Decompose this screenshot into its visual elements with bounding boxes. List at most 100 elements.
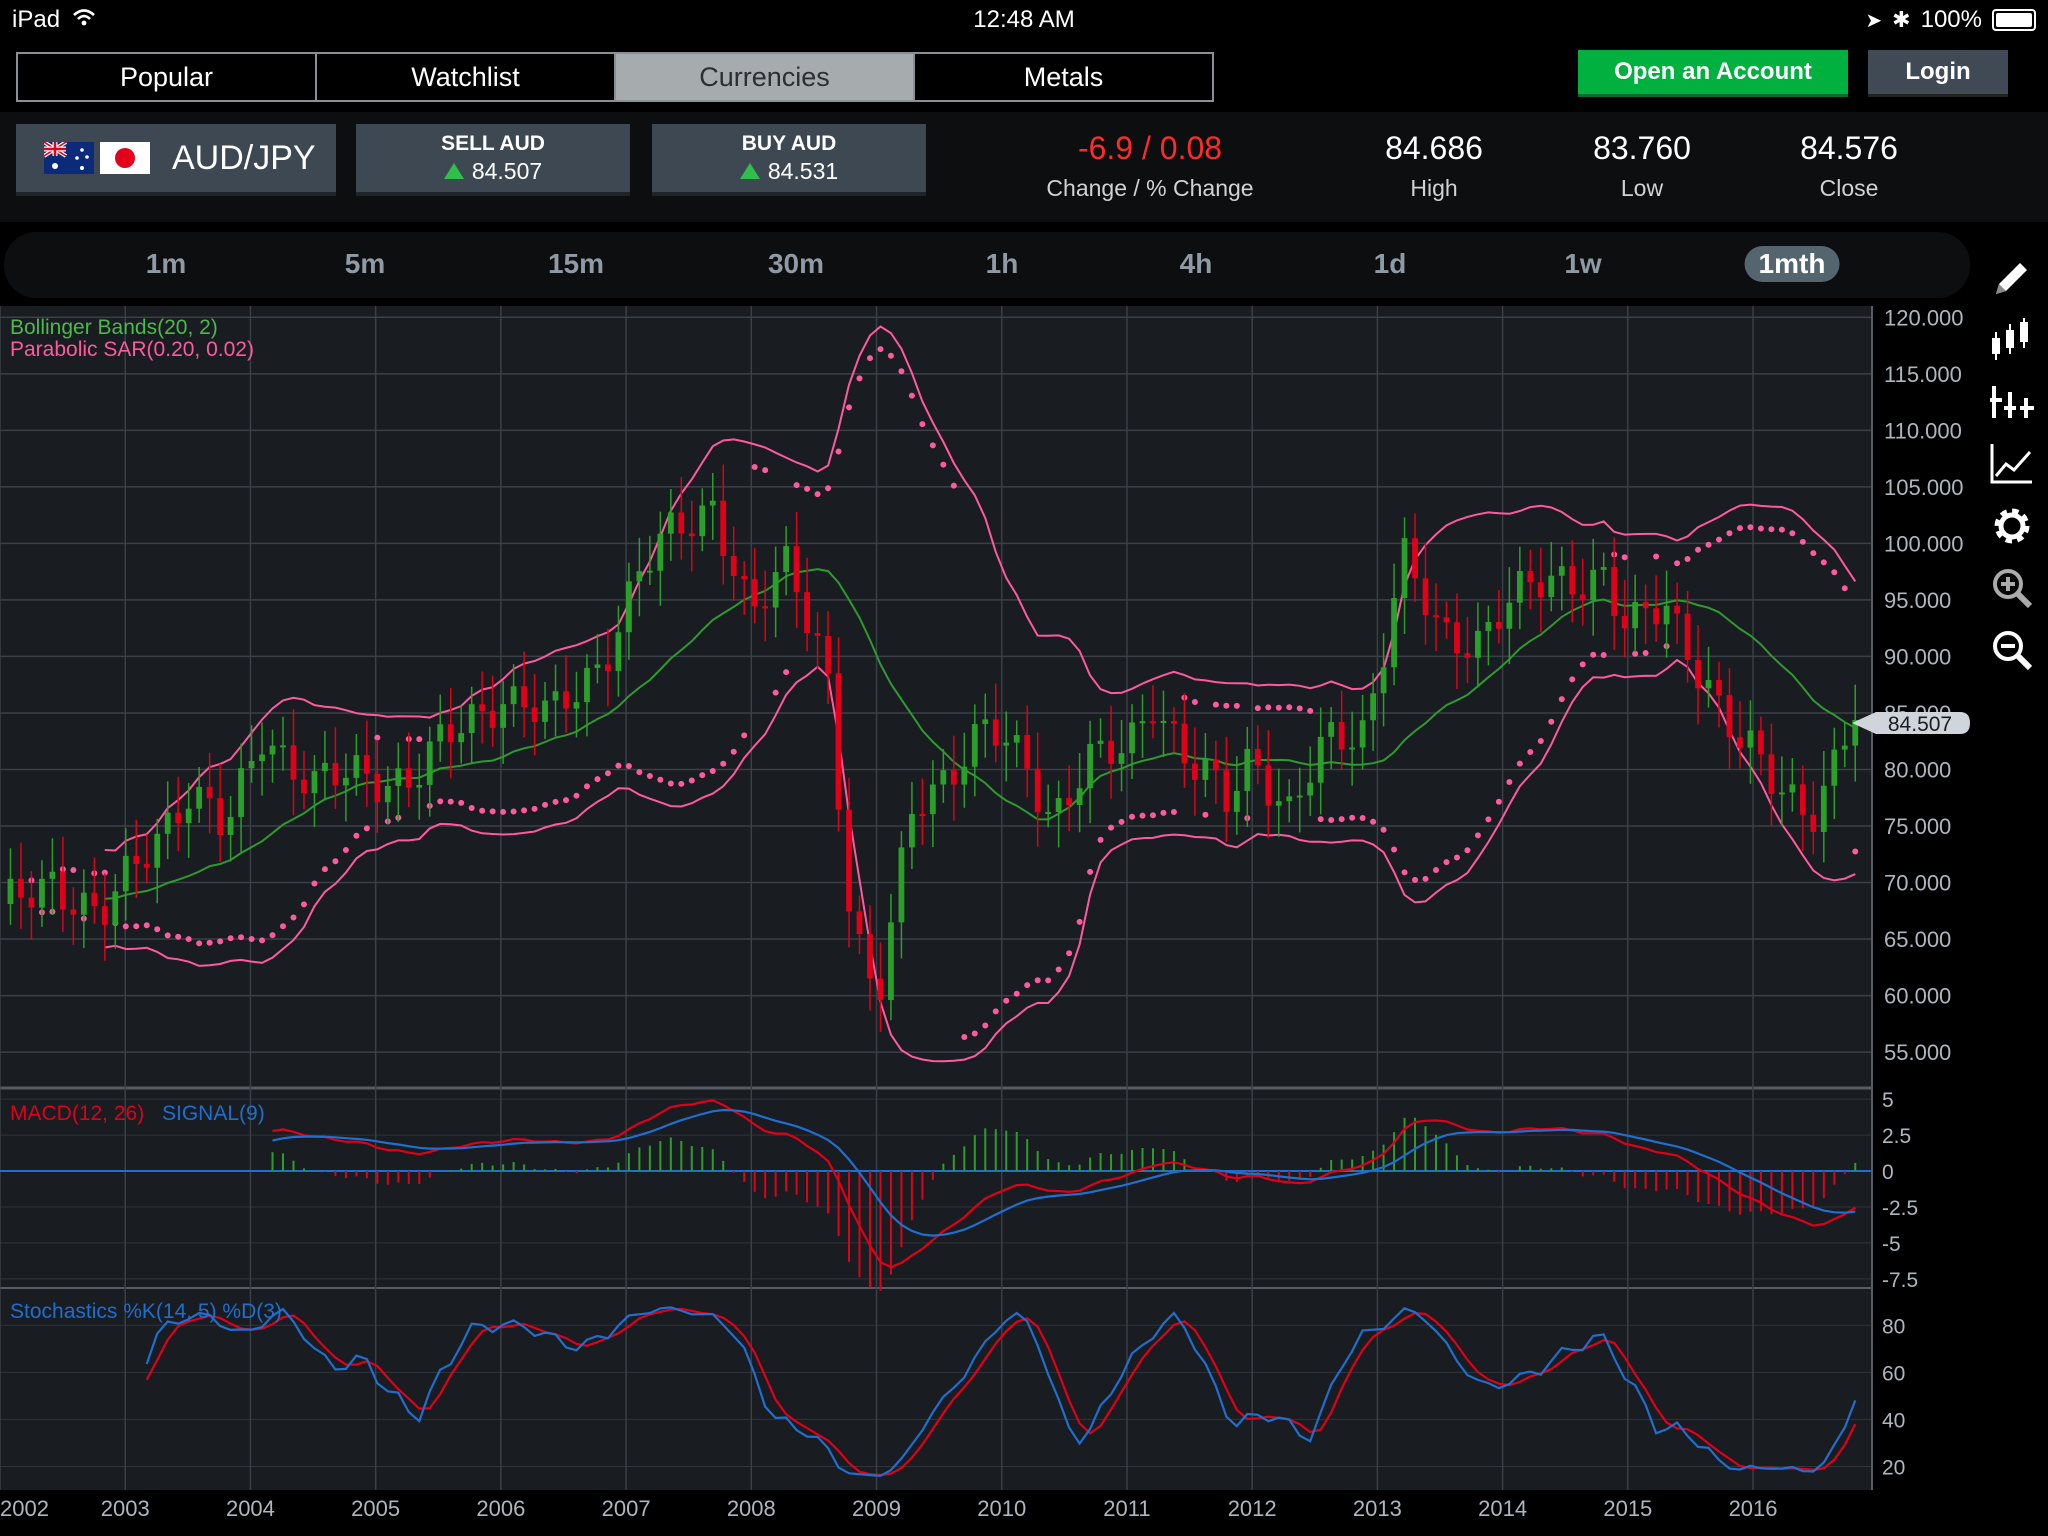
- sar-dot: [814, 491, 821, 498]
- zoom-out-icon[interactable]: [1986, 624, 2038, 676]
- buy-button[interactable]: BUY AUD 84.531: [652, 124, 926, 192]
- chart-background: [0, 306, 1872, 1490]
- sar-dot: [479, 807, 486, 814]
- candlestick-icon[interactable]: [1986, 314, 2038, 366]
- gear-icon[interactable]: [1986, 500, 2038, 552]
- sar-dot: [1621, 554, 1628, 561]
- sell-button[interactable]: SELL AUD 84.507: [356, 124, 630, 192]
- candle-body: [563, 691, 569, 709]
- candle-body: [1129, 722, 1135, 754]
- candle-body: [1464, 653, 1471, 658]
- tab-popular[interactable]: Popular: [18, 54, 317, 100]
- sar-dot: [500, 808, 507, 815]
- sar-dot: [1338, 816, 1345, 823]
- candle-body: [28, 897, 35, 908]
- zoom-in-icon[interactable]: [1986, 562, 2038, 614]
- wifi-icon: [72, 6, 96, 34]
- pair-selector[interactable]: AUD/JPY: [16, 124, 336, 192]
- candle-body: [751, 579, 758, 607]
- candle-body: [1433, 615, 1439, 618]
- sar-dot: [887, 352, 894, 359]
- price-tick-label: 105.000: [1884, 475, 1964, 500]
- close-value: 84.576: [1800, 130, 1898, 166]
- timeframe-1h[interactable]: 1h: [985, 248, 1019, 279]
- tab-watchlist[interactable]: Watchlist: [317, 54, 616, 100]
- bollinger-lower-band: [104, 658, 1856, 1063]
- timeframe-1d[interactable]: 1d: [1373, 248, 1407, 279]
- sar-dot: [1401, 869, 1408, 876]
- candle-body: [458, 733, 465, 743]
- tab-metals[interactable]: Metals: [915, 54, 1212, 100]
- timeframe-30m[interactable]: 30m: [767, 248, 825, 279]
- macd-tick-label: -2.5: [1882, 1197, 1918, 1220]
- candle-body: [1454, 622, 1460, 654]
- timeframe-15m[interactable]: 15m: [547, 248, 605, 279]
- high-stat: 84.686 High: [1334, 130, 1534, 202]
- sar-dot: [1359, 815, 1366, 822]
- year-label: 2010: [977, 1496, 1026, 1521]
- timeframe-1mth[interactable]: 1mth: [1744, 246, 1840, 282]
- line-chart-icon[interactable]: [1986, 438, 2038, 490]
- candle-body: [332, 762, 339, 786]
- timeframe-1w[interactable]: 1w: [1564, 248, 1602, 279]
- tab-currencies[interactable]: Currencies: [616, 54, 915, 100]
- year-label: 2016: [1729, 1496, 1778, 1521]
- candle-body: [479, 704, 486, 711]
- candle-body: [1674, 605, 1680, 614]
- sar-dot: [783, 669, 790, 676]
- candle-body: [825, 635, 831, 674]
- candle-body: [1799, 784, 1806, 815]
- candle-body: [1663, 605, 1670, 625]
- open-account-button[interactable]: Open an Account: [1578, 50, 1848, 94]
- sar-dot: [825, 485, 832, 492]
- sar-dot: [1590, 651, 1597, 658]
- sar-dot: [877, 346, 884, 353]
- stochastics-label: Stochastics %K(14, 5) %D(3): [10, 1300, 282, 1323]
- chart-grid: [0, 306, 1872, 1490]
- timeframe-1m[interactable]: 1m: [145, 248, 187, 279]
- candle-body: [227, 816, 234, 835]
- candle-body: [1737, 737, 1743, 748]
- pencil-icon[interactable]: [1986, 252, 2038, 304]
- candle-body: [164, 812, 171, 834]
- sar-dot: [678, 780, 685, 787]
- candle-body: [1789, 784, 1796, 793]
- sar-dot: [1191, 699, 1198, 706]
- sar-dot: [1653, 553, 1660, 560]
- candle-body: [175, 812, 182, 824]
- indicator-add-icon[interactable]: [1986, 376, 2038, 428]
- sar-dot: [416, 736, 423, 743]
- candle-body: [1600, 567, 1607, 570]
- sar-dot: [1223, 702, 1230, 709]
- login-button[interactable]: Login: [1868, 50, 2008, 94]
- candle-body: [1485, 622, 1492, 631]
- candle-body: [678, 512, 685, 534]
- candle-body: [950, 770, 957, 785]
- sar-dot: [992, 1008, 999, 1015]
- sar-dot: [971, 1030, 978, 1037]
- candle-body: [1632, 602, 1639, 629]
- candle-body: [636, 571, 643, 582]
- sar-dot: [133, 923, 140, 930]
- candle-body: [91, 892, 98, 907]
- timeframe-5m[interactable]: 5m: [344, 248, 386, 279]
- candle-body: [1296, 795, 1303, 798]
- candle-body: [1244, 748, 1251, 791]
- candlesticks: [7, 464, 1859, 1032]
- sar-dot: [1265, 704, 1272, 711]
- candle-body: [741, 575, 748, 580]
- candle-body: [982, 719, 989, 725]
- sar-dot: [583, 783, 590, 790]
- candle-body: [1831, 749, 1838, 786]
- year-label: 2014: [1478, 1496, 1527, 1521]
- sar-dot: [437, 798, 444, 805]
- sar-dot: [1296, 705, 1303, 712]
- sar-dot: [1370, 818, 1377, 825]
- price-chart[interactable]: 120.000 115.000 110.000 105.000 100.000 95.00…: [0, 306, 1976, 1536]
- sar-dot: [1129, 813, 1136, 820]
- price-tick-label: 70.000: [1884, 871, 1951, 896]
- candle-body: [898, 847, 905, 923]
- timeframe-4h[interactable]: 4h: [1179, 248, 1213, 279]
- sar-dot: [940, 461, 947, 468]
- candle-body: [468, 704, 475, 734]
